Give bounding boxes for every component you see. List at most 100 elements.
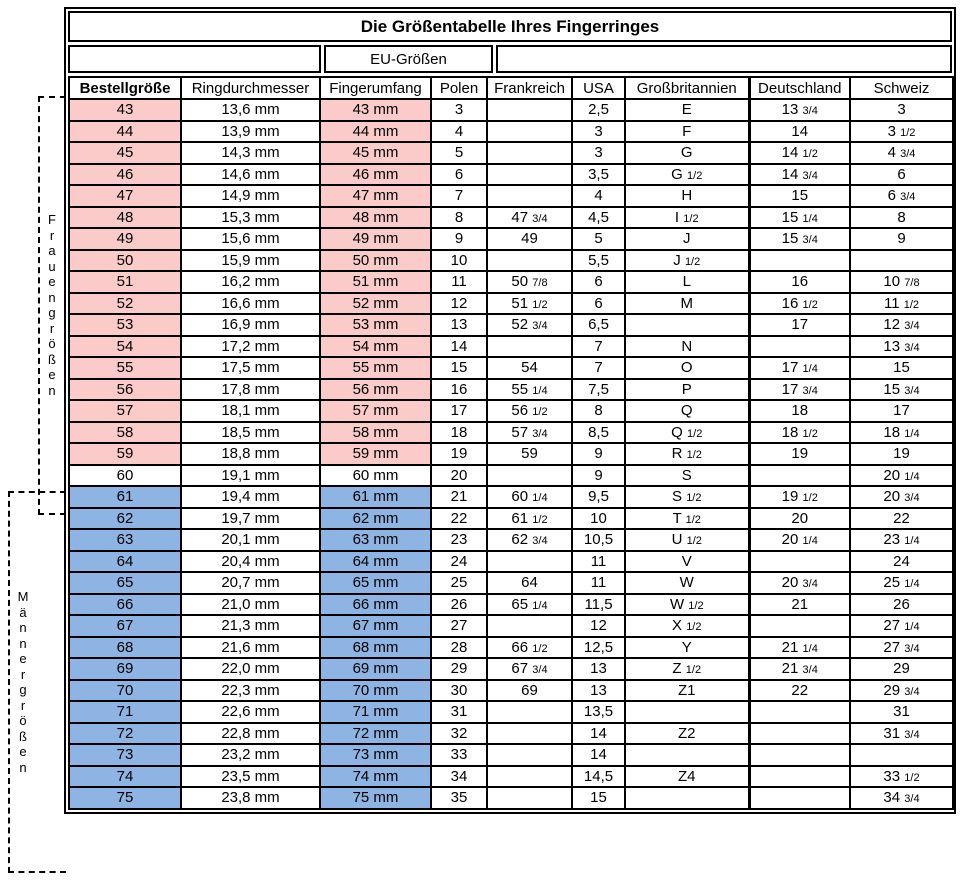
table-cell: 22,6 mm	[180, 700, 321, 724]
table-cell: 57	[68, 399, 182, 423]
column-header-5: Frankreich	[486, 76, 573, 100]
table-cell: 11	[430, 270, 488, 294]
table-cell: 58	[68, 420, 182, 444]
table-cell: 75 mm	[319, 786, 432, 810]
table-cell: 19,7 mm	[180, 506, 321, 530]
fraction-text: 1/2	[686, 449, 702, 462]
men-sizes-label: M ä n n e r g r ö ß e n	[17, 589, 29, 775]
table-row: 55 17,5 mm 55 mm 15 54 7 O 17 1/4 15	[68, 356, 954, 380]
table-cell: 14,6 mm	[180, 162, 321, 186]
table-cell: 31	[430, 700, 488, 724]
table-cell: U 1/2	[624, 528, 751, 552]
table-cell: 67 mm	[319, 614, 432, 638]
table-cell: 67	[68, 614, 182, 638]
table-cell: 3	[571, 141, 626, 165]
table-cell: 44 mm	[319, 119, 432, 143]
table-cell: 27	[430, 614, 488, 638]
table-cell	[486, 549, 573, 573]
table-cell: 10	[571, 506, 626, 530]
table-cell: 73 mm	[319, 743, 432, 767]
table-cell: 45	[68, 141, 182, 165]
table-cell: 12	[430, 291, 488, 315]
fraction-text: 1/4	[802, 642, 818, 655]
table-cell: 6	[430, 162, 488, 186]
table-cell: 53	[68, 313, 182, 337]
table-cell: 25	[430, 571, 488, 595]
table-cell: 11 1/2	[849, 291, 954, 315]
table-cell: 9	[571, 442, 626, 466]
table-cell: 4	[430, 119, 488, 143]
table-cell: 20 3/4	[849, 485, 954, 509]
table-cell: 14	[430, 334, 488, 358]
table-row: 54 17,2 mm 54 mm 14 7 N 13 3/4	[68, 334, 954, 358]
table-cell: 70	[68, 678, 182, 702]
table-cell: L	[624, 270, 751, 294]
table-cell: 33 1/2	[849, 764, 954, 788]
table-cell: 6,5	[571, 313, 626, 337]
table-cell: 9	[571, 463, 626, 487]
table-cell: W	[624, 571, 751, 595]
size-table: Die Größentabelle Ihres Fingerringes EU-…	[64, 7, 956, 814]
table-cell: 7	[571, 334, 626, 358]
table-cell: 16,2 mm	[180, 270, 321, 294]
fraction-text: 3/4	[532, 664, 548, 677]
table-cell: 22,3 mm	[180, 678, 321, 702]
table-cell: 15,3 mm	[180, 205, 321, 229]
column-header-2: Ringdurchmesser	[180, 76, 321, 100]
table-cell: 22	[748, 678, 851, 702]
table-cell: 15 3/4	[748, 227, 851, 251]
table-row: 75 23,8 mm 75 mm 35 15 34 3/4	[68, 786, 954, 810]
fraction-text: 1/4	[532, 492, 548, 505]
table-cell: 4	[571, 184, 626, 208]
table-cell: 19	[748, 442, 851, 466]
table-cell: 54 mm	[319, 334, 432, 358]
table-cell: 74 mm	[319, 764, 432, 788]
table-row: 53 16,9 mm 53 mm 13 52 3/4 6,5 17 12 3/4	[68, 313, 954, 337]
table-cell	[486, 141, 573, 165]
table-cell: 15	[571, 786, 626, 810]
table-cell: 55 mm	[319, 356, 432, 380]
table-cell: 65 1/4	[486, 592, 573, 616]
table-cell: 17,8 mm	[180, 377, 321, 401]
column-header-8: Deutschland	[748, 76, 851, 100]
table-row: 65 20,7 mm 65 mm 25 64 11 W 20 3/4 25 1/4	[68, 571, 954, 595]
table-cell	[748, 743, 851, 767]
table-cell: 34 3/4	[849, 786, 954, 810]
table-cell: 14,5	[571, 764, 626, 788]
table-cell: 27 3/4	[849, 635, 954, 659]
table-cell: 49 mm	[319, 227, 432, 251]
table-cell: 66 1/2	[486, 635, 573, 659]
table-cell: 8	[430, 205, 488, 229]
table-cell: 12 3/4	[849, 313, 954, 337]
table-cell: 20 3/4	[748, 571, 851, 595]
fraction-text: 1/4	[904, 470, 920, 483]
fraction-text: 3/4	[904, 320, 920, 333]
table-cell: 17,5 mm	[180, 356, 321, 380]
table-cell: 4,5	[571, 205, 626, 229]
table-cell: 51 1/2	[486, 291, 573, 315]
table-cell: 46	[68, 162, 182, 186]
table-cell: P	[624, 377, 751, 401]
table-cell: 8	[571, 399, 626, 423]
table-cell: G	[624, 141, 751, 165]
table-cell: 23,5 mm	[180, 764, 321, 788]
table-cell: 21	[430, 485, 488, 509]
table-cell: 49	[486, 227, 573, 251]
table-cell	[486, 700, 573, 724]
fraction-text: 3/4	[904, 384, 920, 397]
column-header-3: Fingerumfang	[319, 76, 432, 100]
table-cell: 47	[68, 184, 182, 208]
fraction-text: 1/2	[904, 771, 920, 784]
subhead-spacer-right	[496, 45, 952, 73]
table-cell: 34	[430, 764, 488, 788]
table-cell: 14	[571, 721, 626, 745]
table-cell: Z2	[624, 721, 751, 745]
fraction-text: 1/2	[686, 535, 702, 548]
table-cell: 13,9 mm	[180, 119, 321, 143]
table-cell: 4 3/4	[849, 141, 954, 165]
table-cell: 6 3/4	[849, 184, 954, 208]
table-cell: 18	[748, 399, 851, 423]
table-cell	[486, 463, 573, 487]
table-cell: 20	[430, 463, 488, 487]
table-cell: 25 1/4	[849, 571, 954, 595]
